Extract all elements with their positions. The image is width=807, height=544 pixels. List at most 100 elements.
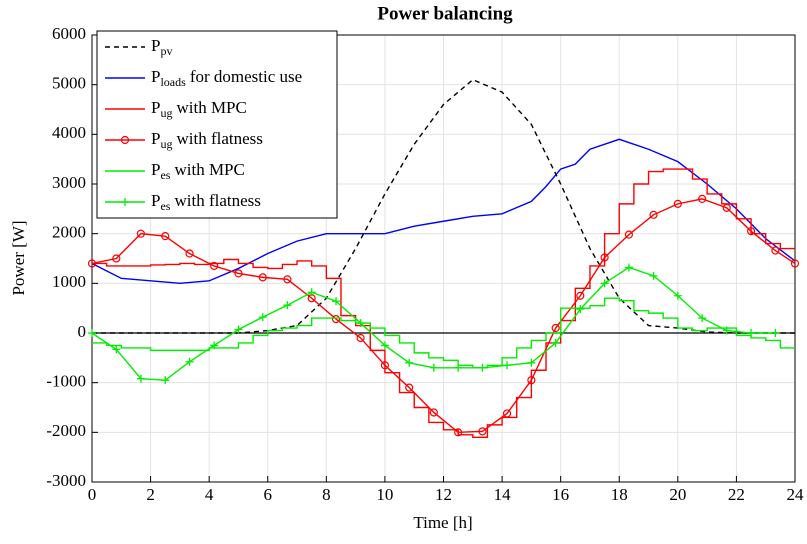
y-axis-label: Power [W] [9, 220, 28, 295]
legend-symbol: P [151, 191, 160, 210]
legend-symbol: P [151, 129, 160, 148]
legend-label: Pes with flatness [151, 191, 261, 213]
marker [380, 361, 390, 370]
marker [258, 313, 267, 322]
marker [454, 363, 463, 372]
y-tick-label: -1000 [46, 372, 86, 391]
marker [698, 314, 707, 323]
marker [551, 338, 560, 347]
x-tick-label: 0 [88, 485, 97, 504]
y-tick-label: -3000 [46, 471, 86, 490]
marker [210, 261, 219, 271]
x-tick-label: 14 [494, 485, 512, 504]
x-tick-label: 4 [205, 485, 214, 504]
chart-title: Power balancing [377, 3, 513, 24]
marker [698, 194, 707, 203]
marker [454, 428, 463, 437]
marker [503, 361, 512, 370]
marker [624, 263, 633, 272]
marker [283, 275, 292, 284]
y-tick-label: 5000 [52, 74, 86, 93]
series-line [91, 198, 796, 434]
marker [161, 232, 170, 241]
legend-symbol: P [151, 98, 160, 117]
x-tick-label: 22 [728, 485, 745, 504]
marker [121, 198, 129, 206]
marker [136, 374, 145, 383]
marker [551, 323, 560, 333]
series-line [92, 168, 795, 438]
marker [649, 210, 658, 219]
y-tick-label: 6000 [52, 24, 86, 43]
x-tick-label: 20 [669, 485, 686, 504]
marker [234, 269, 243, 278]
x-tick-label: 8 [322, 485, 331, 504]
marker [478, 363, 487, 372]
marker [87, 259, 97, 268]
legend-label: Pug with MPC [151, 98, 247, 120]
marker [746, 227, 756, 236]
marker [356, 319, 365, 328]
marker [120, 135, 130, 145]
marker [722, 203, 731, 212]
y-tick-label: 2000 [52, 223, 86, 242]
x-tick-label: 16 [552, 485, 569, 504]
series-line [92, 297, 795, 369]
y-tick-label: 1000 [52, 272, 86, 291]
marker [88, 329, 96, 337]
y-tick-label: 4000 [52, 123, 86, 142]
legend-label: Pug with flatness [151, 129, 263, 151]
marker [502, 409, 512, 418]
marker [136, 229, 146, 238]
marker [185, 249, 194, 258]
marker [747, 329, 756, 337]
marker [405, 358, 414, 367]
marker [283, 301, 292, 310]
legend-symbol: P [151, 160, 160, 179]
legend-subscript: es [160, 199, 170, 213]
marker [576, 291, 585, 300]
series-line [91, 266, 776, 381]
legend-text: with MPC [176, 98, 246, 117]
legend-text: for domestic use [190, 67, 302, 86]
x-axis-label: Time [h] [413, 513, 472, 532]
marker [478, 427, 487, 436]
marker [673, 291, 682, 300]
marker [112, 345, 121, 354]
y-tick-label: -2000 [46, 421, 86, 440]
x-tick-label: 18 [611, 485, 628, 504]
x-tick-label: 2 [146, 485, 155, 504]
y-tick-label: 3000 [52, 173, 86, 192]
marker [576, 305, 585, 314]
marker [429, 408, 438, 417]
legend-label: Ppv [151, 36, 172, 58]
legend-subscript: pv [160, 44, 172, 58]
marker [161, 376, 170, 385]
x-tick-label: 6 [264, 485, 273, 504]
marker [405, 383, 414, 392]
marker [790, 259, 800, 268]
legend-symbol: P [151, 67, 160, 86]
marker [722, 326, 731, 335]
legend-subscript: loads [160, 75, 186, 89]
marker [527, 358, 536, 367]
legend-subscript: ug [160, 137, 172, 151]
marker [771, 246, 780, 255]
marker [258, 273, 267, 282]
x-tick-label: 12 [435, 485, 452, 504]
marker [600, 279, 609, 288]
legend-label: Pes with MPC [151, 160, 245, 182]
legend-label: Ploads for domestic use [151, 67, 302, 89]
x-tick-label: 10 [376, 485, 393, 504]
legend-symbol: P [151, 36, 160, 55]
marker [380, 341, 389, 350]
marker [210, 341, 219, 350]
marker [112, 254, 121, 263]
y-tick-label: 0 [78, 322, 87, 341]
marker [600, 253, 609, 262]
legend-subscript: ug [160, 106, 172, 120]
series-line [91, 138, 796, 285]
legend-text: with flatness [174, 191, 260, 210]
